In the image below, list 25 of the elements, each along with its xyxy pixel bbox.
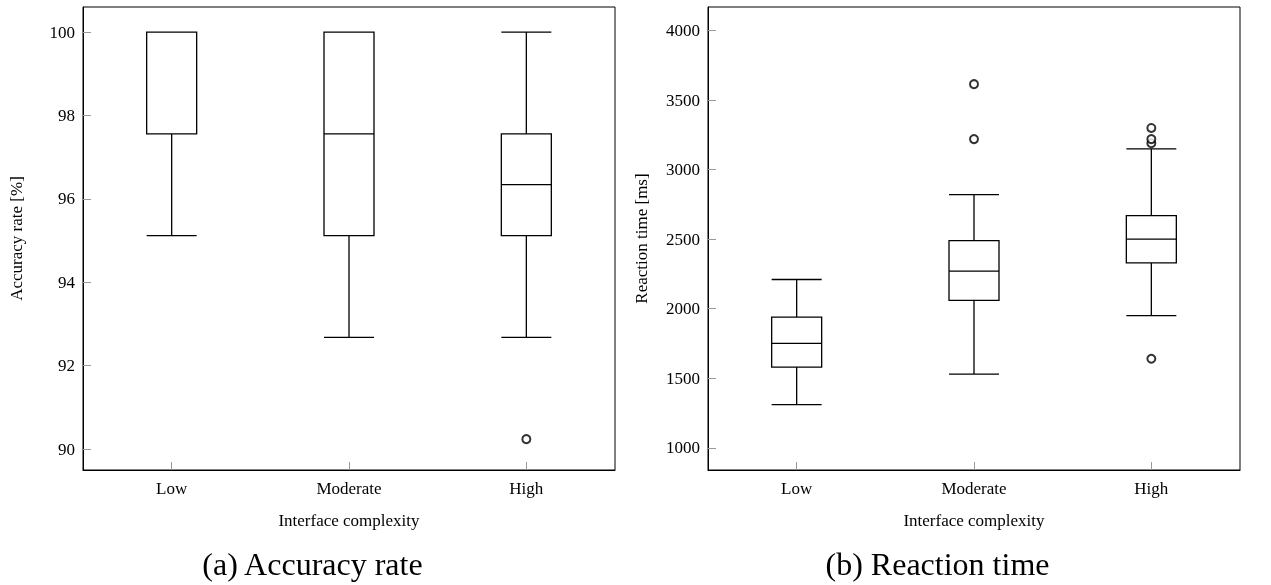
x-tick-label: High bbox=[509, 479, 544, 498]
y-tick-label: 1500 bbox=[666, 368, 700, 388]
x-axis-title: Interface complexity bbox=[903, 511, 1046, 530]
x-axis-title: Interface complexity bbox=[278, 511, 421, 530]
y-tick-label: 98 bbox=[58, 105, 75, 125]
y-tick-label: 100 bbox=[49, 22, 75, 42]
x-tick-label: Moderate bbox=[941, 479, 1007, 498]
y-tick-label: 90 bbox=[58, 439, 75, 459]
x-tick-label: Moderate bbox=[316, 479, 382, 498]
y-tick-label: 2000 bbox=[666, 299, 700, 319]
y-tick-label: 2500 bbox=[666, 229, 700, 249]
y-axis-title: Accuracy rate [%] bbox=[7, 176, 26, 301]
text: (b) Reaction time bbox=[825, 546, 1050, 582]
x-tick-label: Low bbox=[156, 479, 188, 498]
y-tick-label: 1000 bbox=[666, 438, 700, 458]
y-tick-label: 96 bbox=[58, 189, 75, 209]
y-axis-title: Reaction time [ms] bbox=[632, 173, 651, 304]
x-tick-label: Low bbox=[781, 479, 813, 498]
y-tick-label: 94 bbox=[58, 272, 76, 292]
y-tick-label: 3500 bbox=[666, 90, 700, 110]
y-tick-label: 4000 bbox=[666, 21, 700, 41]
y-tick-label: 3000 bbox=[666, 160, 700, 180]
text: (a) Accuracy rate bbox=[202, 546, 423, 582]
y-tick-label: 92 bbox=[58, 356, 75, 376]
x-tick-label: High bbox=[1134, 479, 1169, 498]
